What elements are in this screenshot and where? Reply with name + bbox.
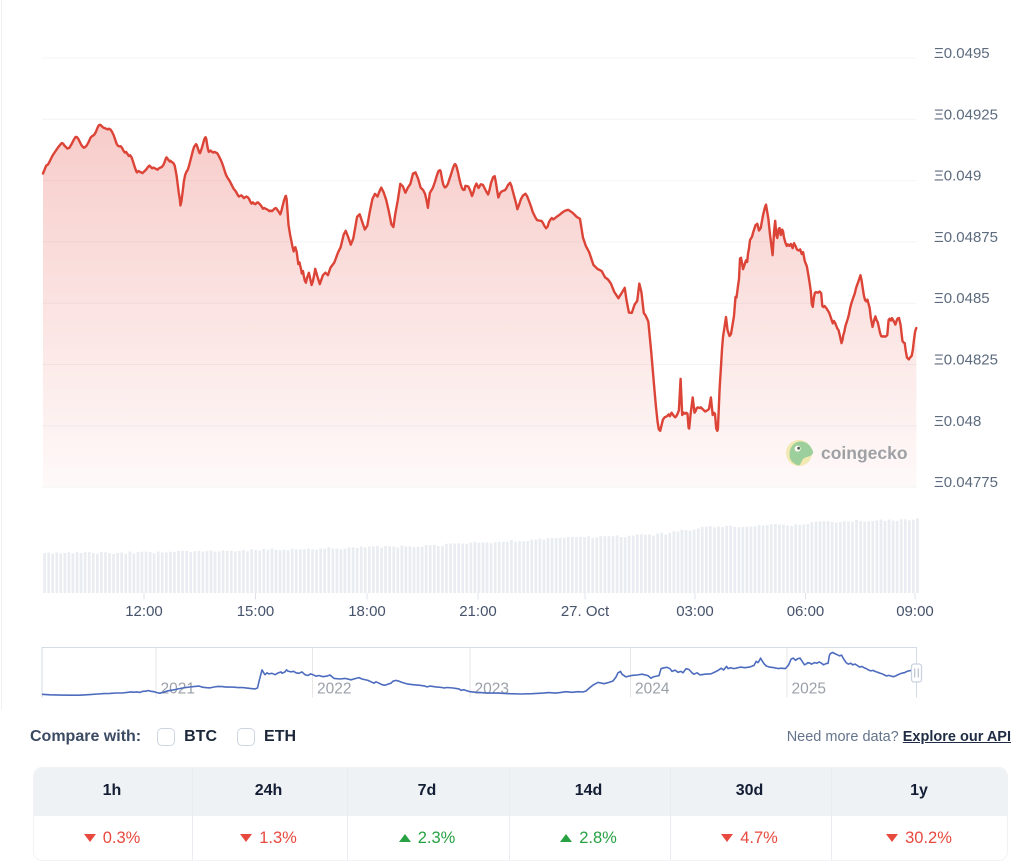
svg-text:2024: 2024 [635, 681, 670, 698]
svg-text:21:00: 21:00 [459, 603, 497, 620]
svg-text:coingecko: coingecko [821, 443, 908, 463]
svg-text:27. Oct: 27. Oct [561, 603, 610, 620]
svg-text:06:00: 06:00 [787, 603, 825, 620]
svg-text:Ξ0.04875: Ξ0.04875 [934, 229, 998, 246]
svg-text:Ξ0.04775: Ξ0.04775 [934, 474, 998, 491]
svg-text:Ξ0.0495: Ξ0.0495 [934, 45, 990, 62]
svg-text:Ξ0.049: Ξ0.049 [934, 168, 981, 185]
svg-text:Ξ0.0485: Ξ0.0485 [934, 290, 990, 307]
svg-text:2025: 2025 [792, 681, 826, 698]
svg-text:2022: 2022 [317, 681, 351, 698]
svg-text:Ξ0.04925: Ξ0.04925 [934, 106, 998, 123]
svg-text:Ξ0.048: Ξ0.048 [934, 413, 981, 430]
svg-text:15:00: 15:00 [237, 603, 275, 620]
svg-text:18:00: 18:00 [348, 603, 386, 620]
svg-text:12:00: 12:00 [125, 603, 163, 620]
svg-text:2023: 2023 [475, 681, 509, 698]
svg-text:03:00: 03:00 [676, 603, 714, 620]
svg-text:09:00: 09:00 [896, 603, 934, 620]
svg-text:Ξ0.04825: Ξ0.04825 [934, 352, 998, 369]
